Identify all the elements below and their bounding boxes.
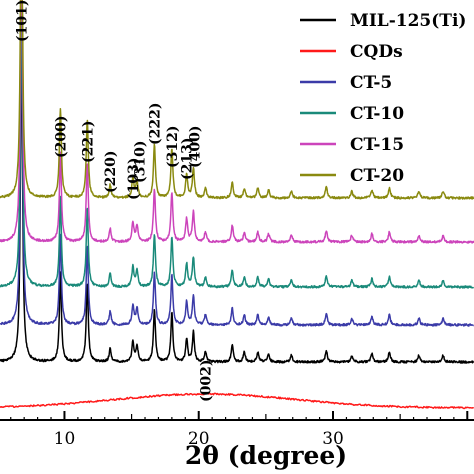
peak-label: (213) — [180, 138, 196, 180]
series-line-cqds — [0, 392, 474, 410]
series-line-ct-15 — [0, 0, 474, 244]
peak-label: (220) — [103, 151, 119, 193]
peak-label: (200) — [53, 116, 69, 158]
series-line-ct-10 — [0, 0, 474, 289]
legend-label: CT-15 — [350, 135, 404, 155]
peak-label: (221) — [80, 121, 96, 163]
peak-label: (312) — [165, 126, 181, 168]
legend: MIL-125(Ti) CQDs CT-5 CT-10 CT-15 CT-20 — [300, 11, 466, 186]
x-axis-label: 2θ (degree) — [185, 441, 347, 470]
peak-label: (101) — [14, 0, 30, 42]
peak-labels: (101) (200) (221) (220) (103)(310)(222)(312)… — [14, 0, 214, 402]
legend-label: CT-5 — [350, 73, 392, 93]
x-tick-label: 10 — [54, 429, 76, 449]
peak-label: (222) — [147, 103, 163, 145]
legend-label: CT-10 — [350, 104, 404, 124]
plot-area — [0, 0, 474, 410]
peak-label-002: (002) — [198, 360, 214, 402]
legend-label: CT-20 — [350, 166, 404, 186]
peak-label: (400) — [188, 126, 204, 168]
x-tick-label: 30 — [322, 429, 344, 449]
series-line-ct-5 — [0, 0, 474, 327]
series-line-mil-125-ti- — [0, 35, 474, 364]
legend-label: MIL-125(Ti) — [350, 11, 466, 31]
legend-label: CQDs — [350, 42, 403, 62]
peak-label: (103) — [126, 158, 142, 200]
peak-label: (310) — [133, 141, 149, 183]
x-tick-label: 20 — [188, 429, 210, 449]
x-axis: 10 20 30 — [0, 411, 474, 449]
series-line-ct-20 — [0, 0, 474, 200]
